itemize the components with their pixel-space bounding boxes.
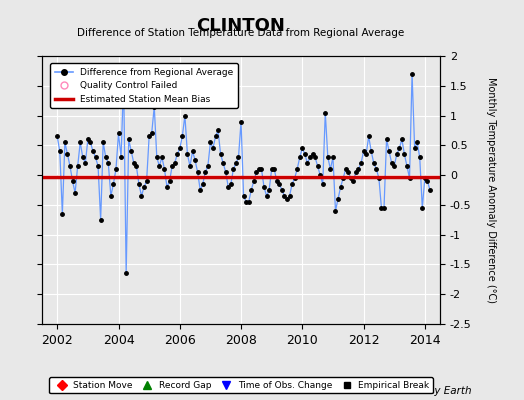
Legend: Difference from Regional Average, Quality Control Failed, Estimated Station Mean: Difference from Regional Average, Qualit… — [50, 63, 238, 108]
Legend: Station Move, Record Gap, Time of Obs. Change, Empirical Break: Station Move, Record Gap, Time of Obs. C… — [49, 377, 433, 394]
Text: Difference of Station Temperature Data from Regional Average: Difference of Station Temperature Data f… — [78, 28, 405, 38]
Y-axis label: Monthly Temperature Anomaly Difference (°C): Monthly Temperature Anomaly Difference (… — [486, 77, 496, 303]
Title: CLINTON: CLINTON — [196, 17, 286, 35]
Text: Berkeley Earth: Berkeley Earth — [395, 386, 472, 396]
